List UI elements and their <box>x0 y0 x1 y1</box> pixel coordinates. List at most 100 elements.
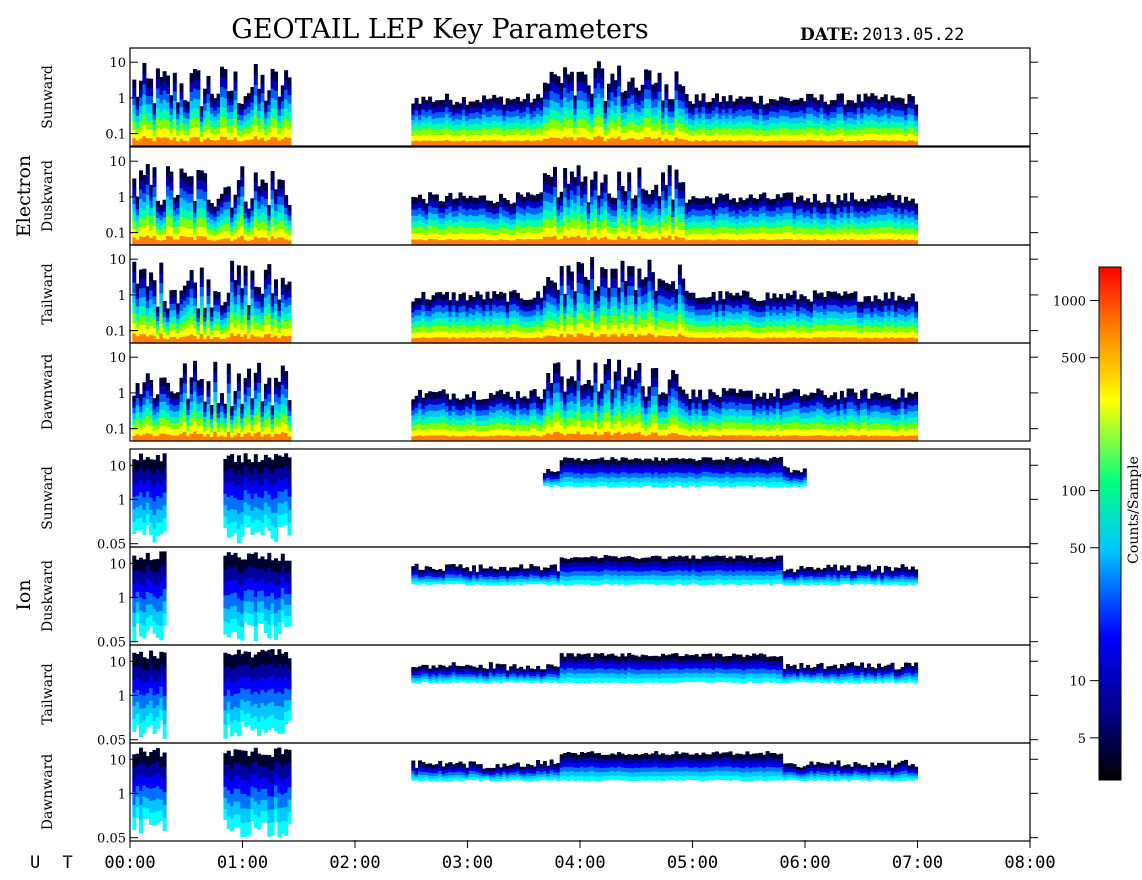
spectrogram-cell <box>603 287 608 298</box>
spectrogram-cell <box>199 267 204 278</box>
spectrogram-cell <box>843 304 848 312</box>
spectrogram-cell <box>445 106 449 114</box>
spectrogram-cell <box>897 127 902 135</box>
spectrogram-cell <box>461 298 466 306</box>
spectrogram-cell <box>421 317 426 325</box>
spectrogram-cell <box>586 202 591 209</box>
spectrogram-cell <box>270 217 275 228</box>
spectrogram-cell <box>789 318 794 326</box>
spectrogram-cell <box>260 204 265 213</box>
spectrogram-cell <box>216 126 221 134</box>
spectrogram-cell <box>738 209 743 216</box>
spectrogram-cell <box>823 140 827 147</box>
spectrogram-cell <box>189 393 194 402</box>
spectrogram-cell <box>843 199 848 207</box>
spectrogram-cell <box>428 102 433 110</box>
spectrogram-cell <box>499 127 503 135</box>
spectrogram-cell <box>677 84 682 93</box>
spectrogram-cell <box>213 361 218 373</box>
spectrogram-cell <box>647 311 652 323</box>
spectrogram-cell <box>220 225 224 233</box>
spectrogram-cell <box>796 226 800 234</box>
spectrogram-cell <box>755 311 760 318</box>
spectrogram-cell <box>519 118 524 125</box>
spectrogram-cell <box>162 322 167 328</box>
spectrogram-cell <box>461 139 466 147</box>
spectrogram-cell <box>176 102 181 109</box>
spectrogram-cell <box>468 319 473 326</box>
spectrogram-cell <box>708 118 713 125</box>
spectrogram-cell <box>880 321 885 328</box>
spectrogram-cell <box>139 400 143 407</box>
spectrogram-cell <box>650 92 655 101</box>
spectrogram-cell <box>809 106 814 114</box>
spectrogram-cell <box>220 423 224 430</box>
spectrogram-cell <box>910 210 915 217</box>
spectrogram-cell <box>509 330 514 338</box>
spectrogram-cell <box>600 276 605 287</box>
spectrogram-cell <box>488 320 493 327</box>
spectrogram-cell <box>688 211 692 218</box>
spectrogram-cell <box>718 206 723 214</box>
spectrogram-cell <box>284 299 289 307</box>
spectrogram-cell <box>438 140 443 147</box>
spectrogram-cell <box>563 177 568 188</box>
spectrogram-cell <box>870 119 875 127</box>
spectrogram-cell <box>654 297 659 305</box>
spectrogram-cell <box>677 313 682 324</box>
spectrogram-cell <box>836 139 841 147</box>
spectrogram-cell <box>762 225 767 233</box>
spectrogram-cell <box>684 213 689 220</box>
spectrogram-cell <box>445 292 449 299</box>
spectrogram-cell <box>216 233 221 240</box>
spectrogram-cell <box>257 215 262 224</box>
spectrogram-cell <box>287 111 292 121</box>
spectrogram-cell <box>745 102 750 110</box>
spectrogram-cell <box>654 138 659 147</box>
spectrogram-cell <box>199 106 204 112</box>
spectrogram-cell <box>610 215 615 222</box>
spectrogram-cell <box>569 226 574 237</box>
spectrogram-cell <box>721 304 726 311</box>
spectrogram-cell <box>220 333 224 339</box>
spectrogram-cell <box>843 317 848 325</box>
spectrogram-cell <box>708 221 713 228</box>
spectrogram-cell <box>155 333 160 339</box>
spectrogram-cell <box>247 314 251 320</box>
spectrogram-cell <box>829 234 834 241</box>
spectrogram-cell <box>826 109 831 116</box>
spectrogram-cell <box>775 219 780 227</box>
spectrogram-cell <box>482 220 487 227</box>
spectrogram-cell <box>698 297 703 304</box>
spectrogram-cell <box>139 278 143 289</box>
spectrogram-cell <box>135 305 140 314</box>
spectrogram-cell <box>745 330 750 338</box>
spectrogram-cell <box>223 107 228 118</box>
spectrogram-cell <box>914 213 919 220</box>
spectrogram-cell <box>846 105 851 113</box>
spectrogram-cell <box>236 275 241 286</box>
spectrogram-cell <box>752 209 757 217</box>
spectrogram-cell <box>424 140 429 147</box>
spectrogram-cell <box>728 133 733 141</box>
spectrogram-cell <box>731 325 736 332</box>
spectrogram-cell <box>434 140 439 147</box>
spectrogram-cell <box>738 313 743 320</box>
spectrogram-cell <box>549 99 554 110</box>
spectrogram-cell <box>661 100 665 107</box>
spectrogram-cell <box>240 195 245 207</box>
spectrogram-cell <box>856 301 861 308</box>
spectrogram-cell <box>853 304 858 312</box>
spectrogram-cell <box>877 226 881 234</box>
spectrogram-cell <box>877 310 881 317</box>
spectrogram-cell <box>220 393 224 400</box>
spectrogram-cell <box>169 316 174 324</box>
spectrogram-cell <box>529 102 534 109</box>
spectrogram-cell <box>873 198 878 205</box>
spectrogram-cell <box>819 234 824 241</box>
spectrogram-cell <box>640 216 645 225</box>
spectrogram-cell <box>448 225 453 233</box>
spectrogram-cell <box>701 221 706 228</box>
spectrogram-cell <box>785 305 790 313</box>
spectrogram-cell <box>189 306 194 317</box>
